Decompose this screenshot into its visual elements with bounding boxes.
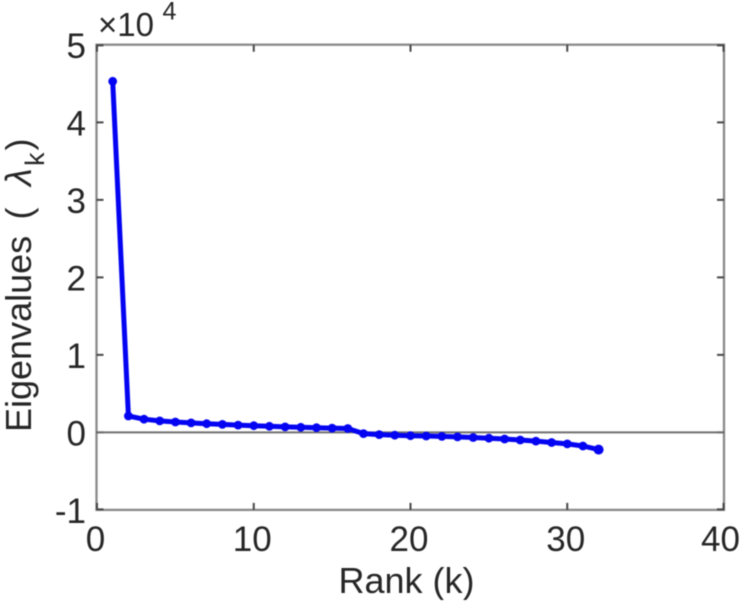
svg-text:1: 1 [67, 337, 86, 376]
svg-text:30: 30 [546, 520, 585, 559]
svg-text:Rank (k): Rank (k) [338, 560, 474, 600]
svg-text:0: 0 [86, 520, 105, 559]
svg-text:Eigenvalues(λk): Eigenvalues(λk) [0, 139, 50, 433]
svg-text:10: 10 [233, 520, 272, 559]
svg-text:×10: ×10 [98, 6, 154, 43]
svg-text:5: 5 [67, 27, 86, 66]
svg-text:2: 2 [67, 260, 86, 299]
svg-text:0: 0 [67, 415, 86, 454]
svg-text:4: 4 [67, 105, 86, 144]
svg-text:3: 3 [67, 182, 86, 221]
svg-text:40: 40 [701, 520, 740, 559]
svg-text:20: 20 [390, 520, 429, 559]
svg-text:-1: -1 [55, 492, 86, 531]
svg-text:4: 4 [163, 0, 177, 25]
